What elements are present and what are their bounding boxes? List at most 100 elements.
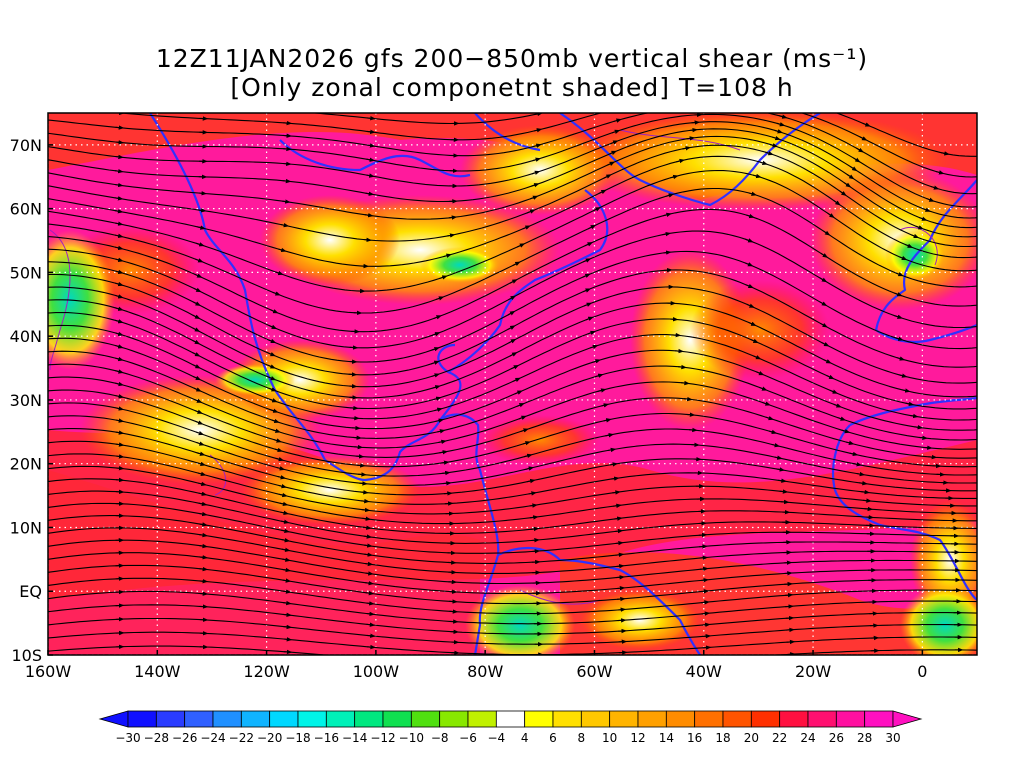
streamline-arrow — [531, 183, 540, 188]
lon-tick-label: 40W — [686, 662, 722, 681]
streamline-arrow — [762, 401, 771, 406]
streamline-arrow — [616, 586, 626, 591]
streamline-arrow — [115, 454, 125, 459]
colorbar-label: −18 — [285, 731, 310, 745]
streamline-arrow — [603, 418, 612, 423]
streamline-arrow — [852, 157, 861, 163]
streamline-arrow — [524, 453, 533, 459]
streamline-arrow — [748, 321, 757, 326]
lat-tick-label: 10N — [10, 518, 42, 537]
streamline-arrow — [930, 185, 940, 190]
streamline-arrow — [926, 197, 935, 202]
streamline-arrow — [589, 344, 599, 350]
streamline-arrow — [529, 515, 539, 520]
streamline — [48, 515, 977, 564]
streamline-arrow — [115, 394, 125, 399]
streamline-arrow — [778, 114, 788, 119]
streamline-arrow — [901, 388, 911, 393]
colorbar-label: 30 — [885, 731, 900, 745]
streamline-arrow — [114, 182, 124, 188]
streamline-arrow — [748, 191, 757, 196]
streamline-arrow — [779, 489, 789, 494]
streamline-arrow — [530, 526, 540, 532]
streamline-arrow — [192, 314, 201, 320]
streamline-arrow — [282, 557, 291, 562]
streamline-arrow — [281, 528, 290, 534]
streamline-arrow — [199, 591, 209, 596]
streamline-arrow — [527, 209, 536, 214]
streamline-arrow — [199, 578, 209, 584]
streamline-arrow — [582, 288, 592, 293]
streamline-arrow — [194, 273, 203, 278]
streamline-arrow — [698, 532, 708, 538]
streamline-arrow — [584, 242, 594, 247]
colorbar-swatch — [694, 710, 724, 728]
streamline-arrow — [192, 375, 202, 381]
colorbar-label: 22 — [772, 731, 787, 745]
streamline-arrow — [192, 327, 201, 332]
streamline-arrow — [199, 566, 209, 572]
streamline-arrow — [985, 395, 991, 396]
streamline-arrow — [686, 412, 696, 417]
streamline-arrow — [935, 170, 945, 175]
streamline-arrow — [759, 386, 768, 391]
colorbar: −30 −28 −26 −24 −22 −20 −18 −16 −14 −12 −10 −8 −6 −4 4… — [98, 710, 923, 745]
colorbar-label: −14 — [342, 731, 367, 745]
streamline — [48, 502, 977, 554]
streamline-arrow — [839, 190, 847, 196]
streamline-arrow — [434, 407, 443, 412]
lon-tick-label: 0 — [917, 662, 927, 681]
shear-shading — [48, 113, 977, 655]
streamline-arrow — [275, 457, 285, 462]
lat-tick-label: 70N — [10, 136, 42, 155]
colorbar-label: −30 — [115, 731, 140, 745]
streamline-arrow — [283, 637, 293, 642]
streamline-arrow — [753, 355, 762, 360]
streamline-arrow — [905, 401, 915, 407]
colorbar-label: 26 — [829, 731, 844, 745]
streamline-arrow — [928, 454, 938, 460]
streamline-arrow — [980, 365, 986, 366]
streamline-arrow — [507, 325, 516, 330]
colorbar-swatch — [155, 710, 186, 728]
streamline — [48, 577, 977, 615]
streamline-arrow — [281, 547, 291, 552]
streamline-arrow — [278, 484, 287, 489]
streamline-arrow — [781, 107, 787, 109]
colorbar-label: 28 — [857, 731, 872, 745]
streamline-arrow — [366, 611, 375, 617]
streamline-arrow — [864, 506, 874, 512]
streamline — [48, 415, 977, 486]
streamline-arrow — [845, 440, 855, 445]
streamline — [48, 465, 977, 525]
streamline-arrow — [115, 331, 124, 336]
colorbar-label: −6 — [459, 731, 477, 745]
streamline — [48, 604, 977, 635]
streamline-arrow — [115, 269, 124, 274]
streamline-arrow — [670, 174, 679, 180]
streamline — [48, 453, 977, 515]
streamline-arrow — [365, 590, 375, 596]
streamline-arrow — [195, 431, 205, 436]
streamline-arrow — [199, 522, 208, 527]
streamline-arrow — [776, 467, 786, 472]
streamline-arrow — [531, 170, 541, 175]
streamline-arrow — [769, 143, 779, 148]
streamline-arrow — [745, 283, 754, 289]
streamline-arrow — [526, 478, 536, 484]
colorbar-label: −4 — [487, 731, 505, 745]
streamline-arrow — [277, 475, 287, 480]
streamline-arrow — [833, 199, 841, 206]
streamline-arrow — [361, 507, 371, 513]
streamline-arrow — [198, 511, 208, 517]
streamline-arrow — [750, 338, 759, 343]
streamline-arrow — [507, 310, 516, 316]
streamline-arrow — [283, 120, 293, 126]
lon-tick-label: 120W — [243, 662, 290, 681]
streamline-arrow — [115, 381, 124, 387]
streamline-arrow — [821, 342, 830, 347]
colorbar-label: −16 — [314, 731, 339, 745]
streamline-arrow — [438, 439, 447, 445]
streamline-arrow — [768, 429, 778, 435]
streamline-arrow — [780, 499, 790, 505]
